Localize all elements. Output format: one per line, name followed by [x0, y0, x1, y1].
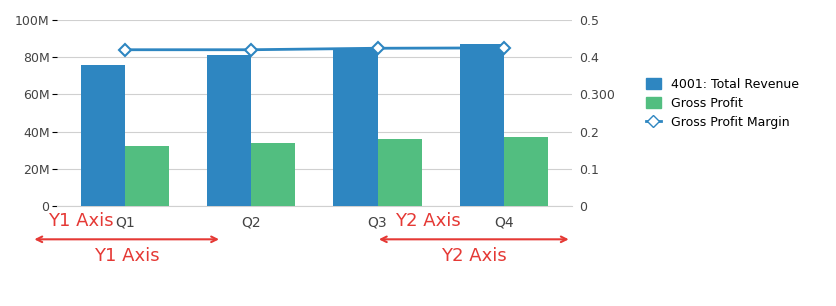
Text: Y1 Axis: Y1 Axis — [48, 212, 113, 230]
Bar — [334, 48, 378, 206]
Bar — [504, 137, 548, 206]
Bar — [80, 65, 125, 206]
Bar — [125, 146, 169, 206]
Legend: 4001: Total Revenue, Gross Profit, Gross Profit Margin: 4001: Total Revenue, Gross Profit, Gross… — [640, 72, 805, 136]
Bar — [251, 143, 295, 206]
Text: Y2 Axis: Y2 Axis — [441, 247, 507, 265]
Text: Y2 Axis: Y2 Axis — [395, 212, 461, 230]
Bar — [207, 55, 251, 206]
Bar — [378, 139, 422, 206]
Text: Y1 Axis: Y1 Axis — [94, 247, 160, 265]
Bar — [460, 44, 504, 206]
